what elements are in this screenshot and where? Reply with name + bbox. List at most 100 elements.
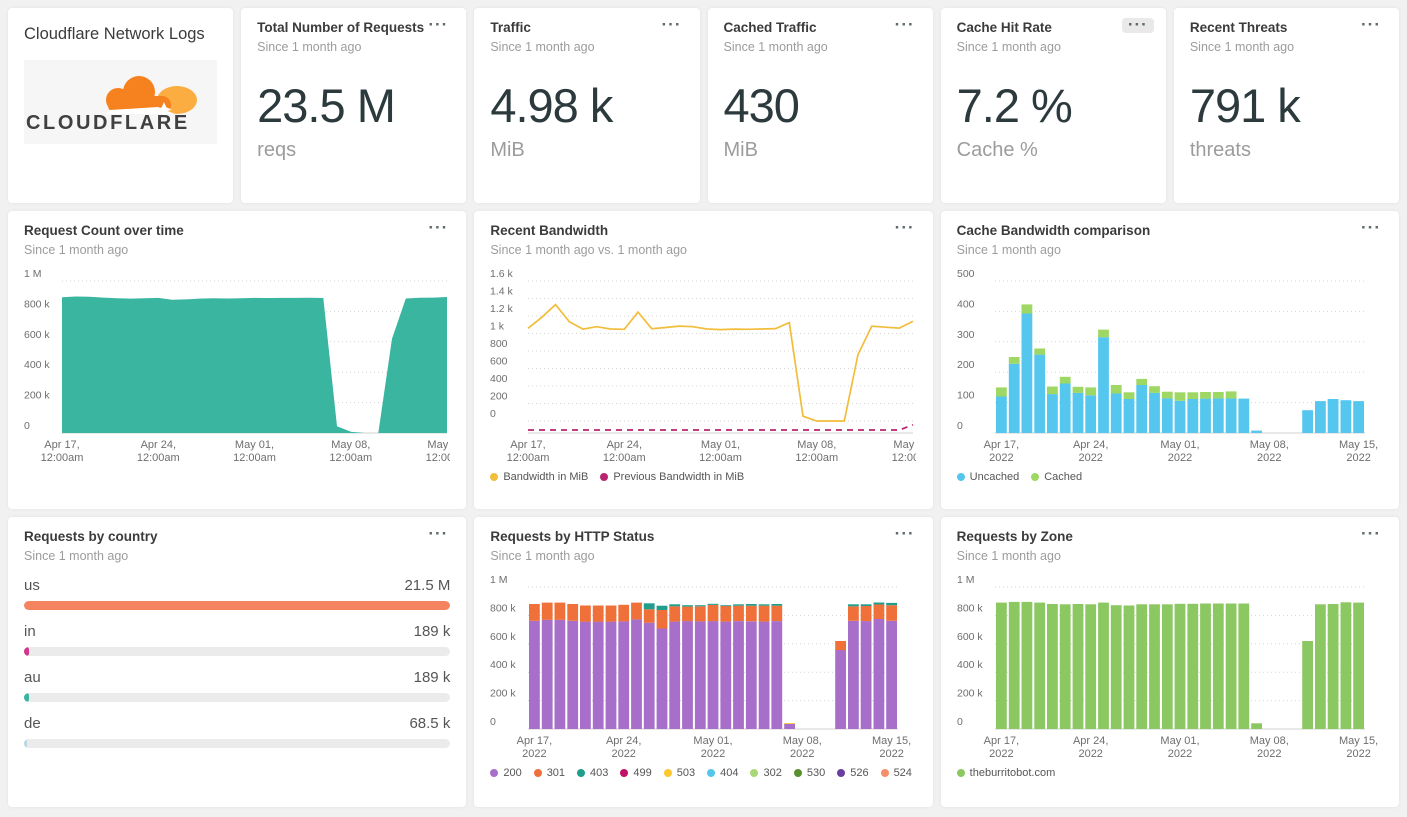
- svg-text:800: 800: [490, 338, 508, 350]
- panel-menu-button[interactable]: [422, 527, 454, 542]
- panel-traffic: Traffic Since 1 month ago 4.98 k MiB: [474, 8, 700, 203]
- panel-subtitle: Since 1 month ago: [24, 242, 129, 257]
- legend-item-uncached[interactable]: Uncached: [956, 471, 1019, 483]
- svg-text:May 15,2022: May 15, 2022: [872, 735, 911, 760]
- country-label: au: [24, 668, 41, 686]
- panel-subtitle: Since 1 month ago: [257, 39, 362, 54]
- legend-dot-icon: [577, 768, 586, 777]
- panel-title: Cache Bandwidth comparison: [956, 223, 1151, 238]
- legend-item-theburritobot-com[interactable]: theburritobot.com: [956, 766, 1056, 779]
- stat-unit: MiB: [723, 138, 758, 161]
- svg-text:0: 0: [957, 420, 963, 432]
- country-label: in: [24, 622, 36, 640]
- panel-menu-button[interactable]: [1355, 527, 1387, 542]
- legend-item-200[interactable]: 200: [490, 767, 522, 779]
- svg-text:200: 200: [957, 359, 975, 371]
- panel-subtitle: Since 1 month ago: [956, 548, 1061, 563]
- country-label: us: [24, 576, 40, 594]
- legend-dot-icon: [793, 768, 802, 777]
- chart-legend: Uncached Cached: [956, 471, 1383, 483]
- legend-label: 499: [633, 766, 652, 779]
- svg-text:1 M: 1 M: [24, 268, 42, 280]
- svg-text:1 M: 1 M: [957, 574, 975, 586]
- svg-text:1 k: 1 k: [490, 320, 505, 332]
- svg-text:May 15,2022: May 15, 2022: [1339, 735, 1378, 760]
- legend-item-bandwidth-in-mib[interactable]: Bandwidth in MiB: [490, 471, 588, 483]
- legend-item-530[interactable]: 530: [793, 767, 825, 779]
- cloudflare-logo: CLOUDFLARE: [24, 60, 218, 145]
- legend-item-302[interactable]: 302: [750, 766, 782, 779]
- stat-unit: MiB: [490, 138, 525, 161]
- panel-subtitle: Since 1 month ago: [24, 548, 129, 563]
- legend-item-503[interactable]: 503: [663, 766, 696, 779]
- panel-menu-button[interactable]: [656, 18, 688, 33]
- panel-menu-button[interactable]: [889, 221, 921, 236]
- svg-text:May 01,2022: May 01, 2022: [1160, 439, 1199, 464]
- panel-requests-by-country: Requests by country Since 1 month ago us…: [8, 517, 467, 807]
- request-count-area-chart[interactable]: 0 200 k 400 k 600 k 800 k 1 M Apr 17, 12:00am Ap…: [24, 267, 450, 467]
- svg-text:Apr 17,12:00am: Apr 17, 12:00am: [507, 439, 550, 464]
- legend-item-301[interactable]: 301: [533, 766, 566, 779]
- svg-text:Apr 24,2022: Apr 24, 2022: [1073, 735, 1108, 760]
- country-row-in: in 189 k: [24, 622, 451, 656]
- legend-dot-icon: [1031, 472, 1040, 481]
- legend-label: 524: [893, 766, 912, 779]
- panel-menu-button[interactable]: [422, 221, 454, 236]
- country-bar-fill: [24, 646, 30, 656]
- panel-subtitle: Since 1 month ago: [956, 39, 1061, 54]
- panel-menu-button[interactable]: [1121, 18, 1154, 33]
- svg-text:800 k: 800 k: [490, 602, 516, 614]
- http-status-bar-chart[interactable]: 0 200 k 400 k 600 k 800 k 1 M Apr 17, 2022 Apr 2…: [490, 573, 916, 763]
- legend-label: theburritobot.com: [969, 766, 1056, 779]
- country-bar-track: [24, 692, 451, 702]
- svg-text:400 k: 400 k: [24, 359, 50, 371]
- stat-unit: Cache %: [956, 138, 1038, 161]
- legend-item-499[interactable]: 499: [620, 766, 652, 779]
- country-row-us: us 21.5 M: [24, 576, 451, 610]
- legend-item-403[interactable]: 403: [577, 767, 608, 779]
- bandwidth-line-chart[interactable]: 0 200 400 600 800 1 k 1.2 k 1.4 k 1.6 k Apr 17, 12…: [490, 267, 916, 467]
- panel-menu-button[interactable]: [889, 18, 921, 33]
- legend-item-524[interactable]: 524: [880, 766, 912, 779]
- zone-bar-chart[interactable]: 0 200 k 400 k 600 k 800 k 1 M Apr 17, 2022 Apr 2…: [957, 573, 1383, 763]
- legend-label: 503: [676, 766, 696, 779]
- panel-menu-button[interactable]: [422, 18, 454, 33]
- legend-item-404[interactable]: 404: [707, 767, 738, 779]
- panel-subtitle: Since 1 month ago: [1189, 39, 1295, 54]
- legend-item-previous-bandwidth-in-mib[interactable]: Previous Bandwidth in MiB: [600, 471, 744, 483]
- svg-text:Apr 17,12:00am: Apr 17, 12:00am: [41, 439, 84, 464]
- svg-text:1.4 k: 1.4 k: [490, 285, 514, 297]
- cloudflare-logo-image: CLOUDFLARE: [26, 76, 197, 131]
- panel-title: Request Count over time: [24, 223, 184, 238]
- legend-item-cached[interactable]: Cached: [1031, 471, 1082, 483]
- cache-bandwidth-bar-chart[interactable]: 0 100 200 300 400 500 Apr 17, 2022 Apr 24, 2022 Ma…: [957, 267, 1383, 467]
- panel-recent-bandwidth: Recent Bandwidth Since 1 month ago vs. 1…: [474, 211, 933, 509]
- chart-legend: 200 301 403 499 503 404 302 530 526 524: [490, 767, 916, 779]
- panel-title: Traffic: [490, 20, 531, 35]
- panel-title: Cache Hit Rate: [956, 20, 1052, 35]
- svg-text:300: 300: [957, 329, 975, 341]
- country-bar-track: [24, 738, 451, 748]
- panel-title: Total Number of Requests: [257, 20, 425, 35]
- svg-text:Apr 24,12:00am: Apr 24, 12:00am: [137, 439, 180, 464]
- legend-label: Bandwidth in MiB: [503, 470, 589, 483]
- svg-text:600 k: 600 k: [24, 329, 50, 341]
- svg-text:400: 400: [957, 298, 975, 310]
- country-row-au: au 189 k: [24, 668, 451, 702]
- panel-subtitle: Since 1 month ago: [723, 39, 828, 54]
- legend-dot-icon: [837, 768, 846, 777]
- chart-legend: theburritobot.com: [956, 766, 1383, 779]
- panel-title: Requests by HTTP Status: [490, 529, 655, 544]
- legend-label: 301: [546, 766, 566, 779]
- legend-label: 302: [763, 766, 782, 779]
- legend-label: Cached: [1044, 470, 1083, 483]
- svg-text:May 15,12:00am: May 15,12:00am: [892, 439, 916, 464]
- country-bar-fill: [24, 738, 27, 748]
- panel-menu-button[interactable]: [889, 527, 921, 542]
- stat-value: 791 k: [1189, 78, 1301, 132]
- panel-subtitle: Since 1 month ago: [490, 548, 595, 563]
- panel-menu-button[interactable]: [1355, 18, 1387, 33]
- legend-item-526[interactable]: 526: [837, 767, 869, 779]
- stat-value: 4.98 k: [490, 78, 613, 132]
- panel-menu-button[interactable]: [1355, 221, 1387, 236]
